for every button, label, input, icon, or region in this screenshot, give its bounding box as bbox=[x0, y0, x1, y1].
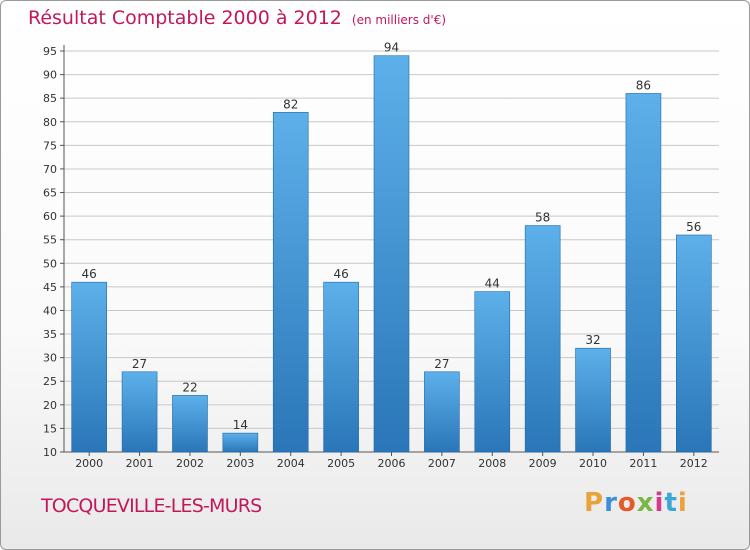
commune-name: TOCQUEVILLE-LES-MURS bbox=[41, 495, 262, 517]
logo-letter: r bbox=[604, 488, 618, 518]
data-label-2012: 56 bbox=[686, 220, 701, 234]
x-tick-label-2012: 2012 bbox=[680, 457, 708, 470]
y-tick-label: 50 bbox=[43, 257, 57, 270]
y-tick-label: 25 bbox=[43, 375, 57, 388]
y-tick-label: 90 bbox=[43, 69, 57, 82]
y-tick-label: 20 bbox=[43, 399, 57, 412]
bar-2010 bbox=[575, 347, 611, 453]
chart-title-text: Résultat Comptable 2000 à 2012 bbox=[28, 7, 342, 29]
x-tick-label-2005: 2005 bbox=[327, 457, 355, 470]
logo-letter: o bbox=[617, 488, 637, 518]
logo-letter: P bbox=[584, 488, 605, 518]
chart-title: Résultat Comptable 2000 à 2012 (en millie… bbox=[28, 7, 446, 29]
x-tick-label-2011: 2011 bbox=[629, 457, 657, 470]
logo-letter: x bbox=[636, 488, 655, 518]
y-tick-label: 65 bbox=[43, 187, 57, 200]
logo-letter: t bbox=[664, 488, 678, 518]
bar-2012 bbox=[676, 234, 712, 453]
data-label-2011: 86 bbox=[636, 78, 651, 92]
data-label-2002: 22 bbox=[182, 380, 197, 394]
bar-2000 bbox=[71, 281, 107, 453]
x-tick-label-2006: 2006 bbox=[378, 457, 406, 470]
logo-letter: i bbox=[677, 488, 688, 518]
x-tick-label-2004: 2004 bbox=[277, 457, 305, 470]
x-tick-label-2010: 2010 bbox=[579, 457, 607, 470]
y-tick-label: 85 bbox=[43, 92, 57, 105]
x-tick-label-2001: 2001 bbox=[126, 457, 154, 470]
y-tick-label: 10 bbox=[43, 446, 57, 459]
data-label-2001: 27 bbox=[132, 357, 147, 371]
bar-2008 bbox=[474, 291, 511, 453]
bar-2001 bbox=[121, 371, 158, 453]
bar-2009 bbox=[524, 225, 561, 453]
data-label-2005: 46 bbox=[333, 267, 348, 281]
x-tick-label-2008: 2008 bbox=[478, 457, 506, 470]
y-tick-label: 70 bbox=[43, 163, 57, 176]
data-label-2009: 58 bbox=[535, 211, 550, 225]
data-label-2006: 94 bbox=[384, 41, 399, 55]
y-tick-label: 95 bbox=[43, 45, 57, 58]
x-tick-label-2002: 2002 bbox=[176, 457, 204, 470]
data-label-2008: 44 bbox=[485, 277, 500, 291]
bar-2003 bbox=[222, 432, 259, 453]
data-label-2000: 46 bbox=[82, 267, 97, 281]
chart-subtitle: (en milliers d'€) bbox=[351, 13, 447, 27]
data-label-2003: 14 bbox=[233, 418, 248, 432]
y-tick-label: 60 bbox=[43, 210, 57, 223]
y-tick-label: 55 bbox=[43, 234, 57, 247]
data-label-2010: 32 bbox=[585, 333, 600, 347]
bar-2004 bbox=[272, 112, 309, 453]
bar-2006 bbox=[373, 55, 410, 453]
x-tick-label-2007: 2007 bbox=[428, 457, 456, 470]
proxiti-logo: Proxiti bbox=[584, 488, 688, 518]
x-tick-label-2009: 2009 bbox=[529, 457, 557, 470]
bar-2005 bbox=[323, 281, 359, 453]
y-tick-label: 30 bbox=[43, 352, 57, 365]
data-label-2007: 27 bbox=[434, 357, 449, 371]
data-label-2004: 82 bbox=[283, 97, 298, 111]
y-tick-label: 45 bbox=[43, 281, 57, 294]
x-tick-label-2000: 2000 bbox=[75, 457, 103, 470]
y-tick-label: 80 bbox=[43, 116, 57, 129]
y-tick-label: 75 bbox=[43, 139, 57, 152]
bar-2002 bbox=[172, 395, 208, 453]
y-tick-label: 40 bbox=[43, 304, 57, 317]
x-tick-label-2003: 2003 bbox=[226, 457, 254, 470]
y-tick-label: 35 bbox=[43, 328, 57, 341]
logo-letter: i bbox=[654, 488, 665, 518]
bar-2011 bbox=[625, 93, 662, 453]
y-tick-label: 15 bbox=[43, 422, 57, 435]
bar-2007 bbox=[424, 371, 460, 453]
